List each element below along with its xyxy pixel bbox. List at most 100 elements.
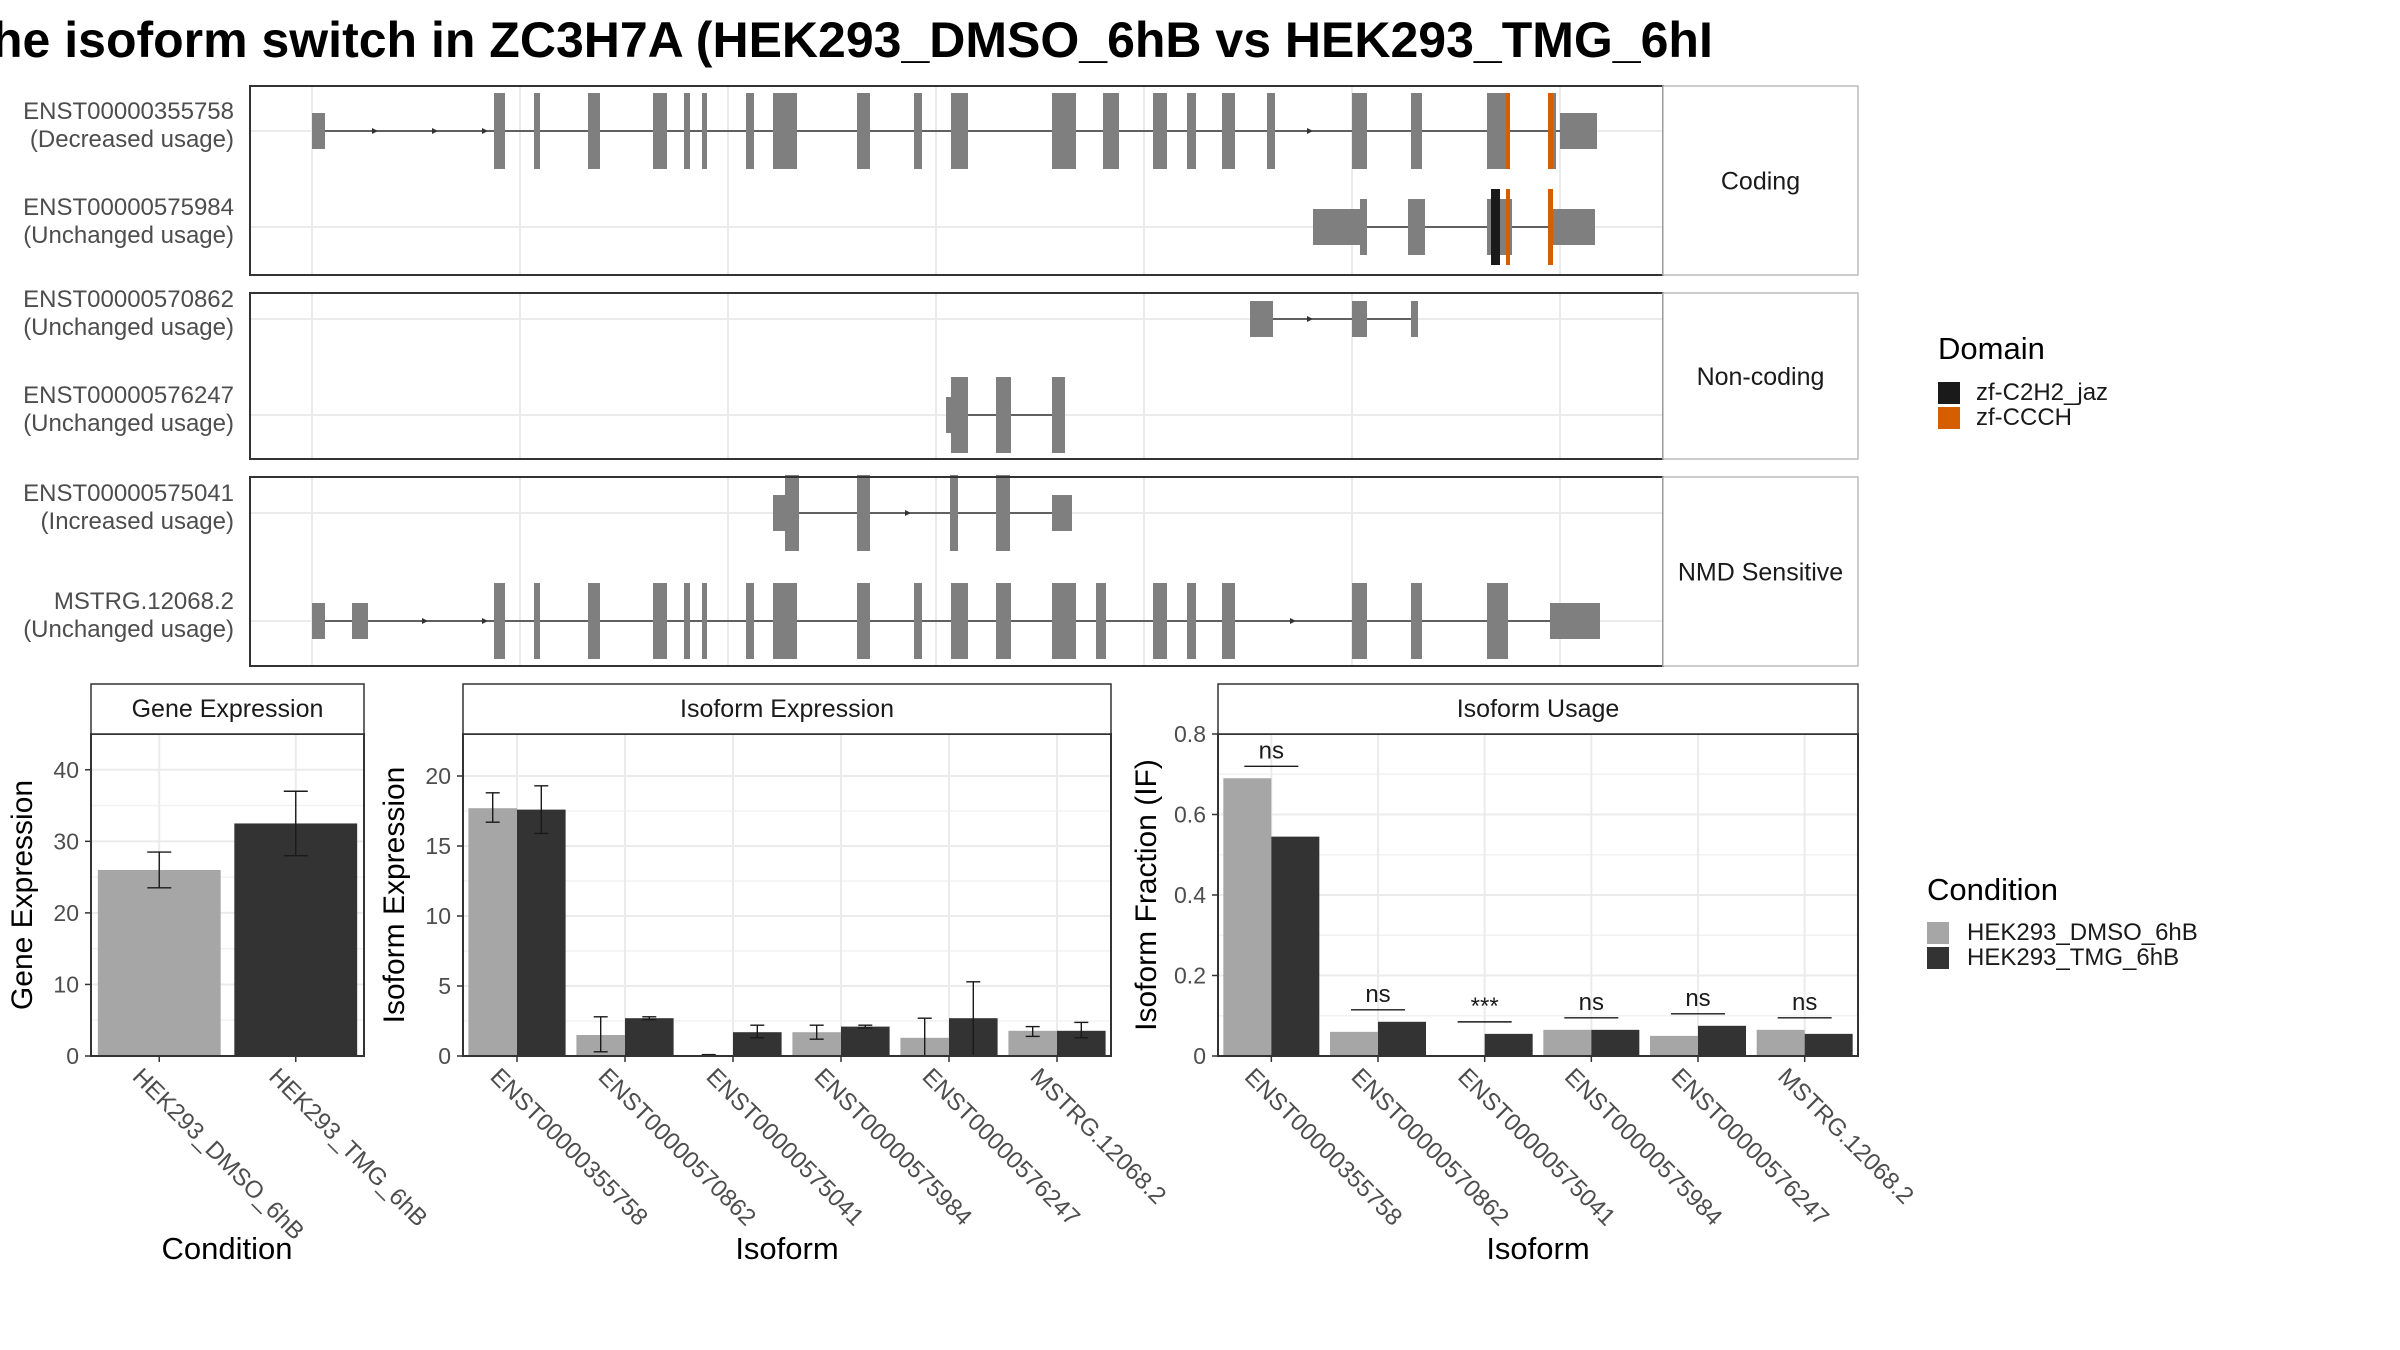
exon <box>951 93 968 169</box>
significance-label: ns <box>1365 981 1390 1008</box>
exon <box>1052 377 1065 453</box>
error-bar <box>147 851 172 889</box>
exon <box>1487 583 1508 659</box>
isoform-label: ENST00000575984 <box>23 194 234 221</box>
strand-arrow <box>1307 316 1313 322</box>
exon <box>588 93 600 169</box>
structure-panel: ENST00000355758(Decreased usage) ENST0000… <box>23 85 1859 276</box>
exon <box>1187 93 1196 169</box>
exon <box>1222 93 1235 169</box>
significance-label: ns <box>1579 989 1604 1016</box>
strand-arrow <box>422 618 428 624</box>
exon <box>494 583 505 659</box>
exon <box>1153 93 1167 169</box>
exon <box>785 475 799 551</box>
condition-legend-title: Condition <box>1927 872 2058 907</box>
isoform-label: ENST00000576247 <box>23 382 234 409</box>
exon <box>1408 199 1425 255</box>
isoform-usage-label: (Unchanged usage) <box>23 616 234 643</box>
bar-chart: Gene Expression010203040HEK293_DMSO_6hBH… <box>6 683 433 1266</box>
strand-arrow <box>482 618 488 624</box>
exon <box>1052 93 1076 169</box>
exon <box>1352 583 1367 659</box>
zf-ccch-domain <box>1548 189 1553 265</box>
condition-legend-swatch <box>1927 922 1949 944</box>
bar <box>625 1018 674 1056</box>
exon <box>1411 583 1422 659</box>
structure-panel: ENST00000575041(Increased usage) MSTRG.12… <box>23 475 1859 667</box>
isoform-label: ENST00000570862 <box>23 286 234 313</box>
y-tick-label: 0.8 <box>1174 721 1206 747</box>
exon <box>534 583 540 659</box>
exon <box>857 475 870 551</box>
bar <box>1330 1031 1378 1056</box>
facet-label: NMD Sensitive <box>1678 559 1843 587</box>
bar <box>1484 1033 1533 1056</box>
bar <box>234 823 358 1056</box>
facet-strip <box>1662 85 1859 276</box>
bar <box>1804 1033 1853 1056</box>
exon <box>1550 209 1595 245</box>
exon <box>494 93 505 169</box>
bar <box>517 809 566 1056</box>
exon <box>746 93 754 169</box>
exon <box>914 93 922 169</box>
y-axis-title: Isoform Expression <box>378 767 411 1024</box>
y-tick-label: 0.2 <box>1174 963 1206 989</box>
exon <box>1153 583 1167 659</box>
exon <box>534 93 540 169</box>
exon <box>951 377 968 453</box>
isoform-usage-label: (Increased usage) <box>41 508 234 535</box>
exon <box>684 583 690 659</box>
exon <box>773 583 797 659</box>
x-axis-title: Condition <box>162 1231 293 1266</box>
y-tick-label: 10 <box>53 971 79 997</box>
facet-strip <box>90 683 365 735</box>
x-axis-title: Isoform <box>735 1231 838 1266</box>
exon <box>1250 301 1273 337</box>
exon <box>1313 209 1365 245</box>
bar <box>1591 1029 1640 1056</box>
exon <box>588 583 600 659</box>
y-tick-label: 20 <box>53 900 79 926</box>
isoform-usage-label: (Unchanged usage) <box>23 314 234 341</box>
x-axis-title: Isoform <box>1486 1231 1589 1266</box>
error-bar <box>534 785 549 835</box>
facet-strip <box>462 683 1112 735</box>
structure-panel: ENST00000570862(Unchanged usage) ENST0000… <box>23 286 1859 460</box>
exon <box>312 113 325 149</box>
exon <box>312 603 325 639</box>
error-bar <box>750 1024 765 1039</box>
exon <box>1352 93 1367 169</box>
bar <box>1223 778 1272 1056</box>
exon <box>951 583 968 659</box>
exon <box>1052 495 1072 531</box>
exon <box>996 583 1011 659</box>
exon <box>1103 93 1119 169</box>
zf-ccch-domain <box>1548 93 1553 169</box>
y-tick-label: 20 <box>425 763 451 789</box>
y-tick-label: 15 <box>425 833 451 859</box>
exon <box>773 93 797 169</box>
domain-legend-swatch <box>1938 382 1960 404</box>
isoform-label: MSTRG.12068.2 <box>54 588 234 615</box>
exon <box>1411 93 1422 169</box>
error-bar <box>283 790 308 857</box>
exon <box>653 93 667 169</box>
exon <box>1411 301 1418 337</box>
significance-label: *** <box>1471 993 1499 1020</box>
exon <box>1560 113 1597 149</box>
bar <box>1271 836 1320 1056</box>
exon <box>857 583 870 659</box>
exon <box>746 583 754 659</box>
strand-arrow <box>1307 128 1313 134</box>
y-tick-label: 0 <box>66 1043 79 1069</box>
bar <box>468 808 517 1056</box>
domain-legend-label: zf-C2H2_jaz <box>1976 379 2108 406</box>
facet-label: Non-coding <box>1697 363 1825 391</box>
strand-arrow <box>372 128 378 134</box>
error-bar <box>809 1024 824 1040</box>
bar <box>1378 1021 1426 1056</box>
exon <box>1360 199 1367 255</box>
facet-label: Coding <box>1721 168 1800 196</box>
